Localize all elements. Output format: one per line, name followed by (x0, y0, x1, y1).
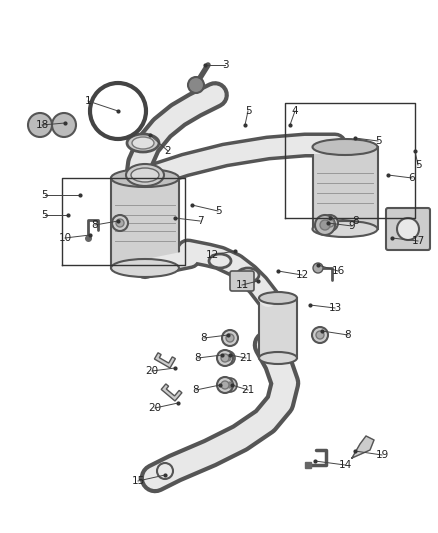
FancyBboxPatch shape (386, 208, 430, 250)
Text: 16: 16 (332, 266, 345, 276)
Text: 21: 21 (240, 353, 253, 363)
Circle shape (315, 215, 335, 235)
Ellipse shape (131, 168, 159, 182)
Ellipse shape (132, 137, 154, 149)
Circle shape (28, 113, 52, 137)
Circle shape (320, 220, 330, 230)
Text: 9: 9 (349, 221, 355, 231)
Text: 8: 8 (201, 333, 207, 343)
Bar (259, 298, 297, 358)
Ellipse shape (111, 259, 179, 277)
Text: 17: 17 (411, 236, 424, 246)
Text: 8: 8 (92, 220, 98, 230)
Text: 5: 5 (215, 206, 221, 216)
Circle shape (316, 331, 324, 339)
Polygon shape (155, 353, 175, 368)
Circle shape (225, 355, 231, 361)
Ellipse shape (397, 218, 419, 240)
Circle shape (188, 77, 204, 93)
Text: 8: 8 (193, 385, 199, 395)
Text: 18: 18 (35, 120, 49, 130)
Circle shape (112, 215, 128, 231)
Text: 2: 2 (165, 146, 171, 156)
Text: 1: 1 (85, 96, 91, 106)
Ellipse shape (312, 221, 378, 237)
Text: 4: 4 (292, 106, 298, 116)
Circle shape (217, 350, 233, 366)
Text: 12: 12 (295, 270, 309, 280)
Text: 7: 7 (197, 216, 203, 226)
Text: 12: 12 (205, 250, 219, 260)
Circle shape (223, 378, 237, 392)
Circle shape (221, 351, 235, 365)
Circle shape (313, 263, 323, 273)
Text: 5: 5 (245, 106, 251, 116)
Ellipse shape (312, 139, 378, 155)
Bar (111, 178, 179, 268)
Circle shape (312, 327, 328, 343)
Text: 20: 20 (145, 366, 159, 376)
Ellipse shape (126, 164, 164, 186)
Text: 10: 10 (58, 233, 71, 243)
Text: 8: 8 (194, 353, 201, 363)
Text: 19: 19 (375, 450, 389, 460)
Circle shape (221, 381, 229, 389)
Text: 5: 5 (42, 210, 48, 220)
Text: 8: 8 (353, 216, 359, 226)
Circle shape (322, 215, 338, 231)
Text: 5: 5 (42, 190, 48, 200)
Text: 11: 11 (235, 280, 249, 290)
Text: 21: 21 (241, 385, 254, 395)
Circle shape (326, 219, 334, 227)
Text: 8: 8 (345, 330, 351, 340)
FancyBboxPatch shape (230, 271, 254, 291)
Circle shape (116, 219, 124, 227)
Text: 5: 5 (374, 136, 381, 146)
Circle shape (52, 113, 76, 137)
Text: 3: 3 (222, 60, 228, 70)
Polygon shape (161, 384, 182, 401)
Text: 6: 6 (409, 173, 415, 183)
Text: 20: 20 (148, 403, 162, 413)
Circle shape (217, 377, 233, 393)
Circle shape (221, 354, 229, 362)
Text: 14: 14 (339, 460, 352, 470)
Ellipse shape (259, 292, 297, 304)
Ellipse shape (111, 169, 179, 187)
Circle shape (226, 334, 234, 342)
Bar (313, 147, 378, 229)
Text: 15: 15 (131, 476, 145, 486)
Circle shape (222, 330, 238, 346)
Text: 5: 5 (415, 160, 421, 170)
Text: 13: 13 (328, 303, 342, 313)
Circle shape (227, 382, 233, 388)
Ellipse shape (127, 134, 159, 152)
Ellipse shape (259, 352, 297, 364)
Polygon shape (352, 436, 374, 458)
